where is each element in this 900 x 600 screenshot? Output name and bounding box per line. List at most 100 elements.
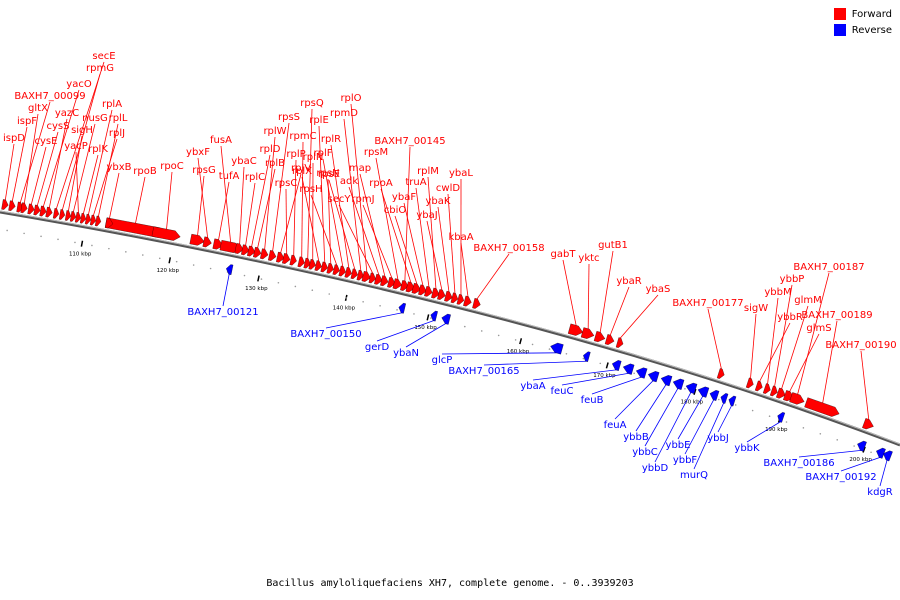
ruler-tick-mark bbox=[168, 257, 172, 264]
gene-label-rpsQ: rpsQ bbox=[300, 98, 324, 109]
gene-arrow-yacO bbox=[39, 205, 47, 217]
label-leader-line bbox=[23, 113, 39, 204]
gene-label-secY: secY bbox=[328, 194, 352, 205]
ruler-minor-dot bbox=[57, 238, 59, 241]
gene-arrow-map bbox=[380, 275, 389, 287]
gene-arrow-rplL bbox=[94, 215, 102, 227]
label-leader-line bbox=[707, 308, 722, 370]
ruler-tick-label: 190 kbp bbox=[765, 427, 788, 433]
gene-label-BAXH7_00177: BAXH7_00177 bbox=[672, 298, 743, 309]
ruler-minor-dot bbox=[497, 334, 500, 337]
ruler-minor-dot bbox=[802, 427, 805, 429]
label-leader-line bbox=[264, 136, 276, 250]
gene-arrow-glmM bbox=[776, 387, 786, 399]
ruler-tick-label: 180 kbp bbox=[681, 399, 704, 405]
ruler-minor-dot bbox=[108, 247, 110, 250]
gene-arrow-rplJ bbox=[89, 214, 97, 226]
ruler-minor-dot bbox=[345, 297, 347, 299]
label-leader-line bbox=[441, 352, 557, 355]
ruler-minor-dot bbox=[633, 372, 635, 375]
ruler-tick-mark bbox=[519, 338, 523, 345]
forward-swatch bbox=[833, 8, 846, 20]
legend-forward-label: Forward bbox=[851, 8, 892, 20]
label-leader-line bbox=[197, 157, 208, 238]
gene-label-BAXH7_00187: BAXH7_00187 bbox=[793, 262, 864, 273]
label-leader-line bbox=[460, 242, 469, 297]
gene-label-rpsH: rpsH bbox=[299, 184, 322, 195]
ruler-minor-dot bbox=[91, 244, 93, 247]
gene-label-ybaF: ybaF bbox=[392, 192, 416, 203]
label-leader-line bbox=[350, 103, 368, 273]
label-leader-line bbox=[83, 154, 99, 214]
gene-arrow-rpsC bbox=[282, 253, 291, 264]
gene-arrow-rpsG bbox=[189, 233, 205, 246]
gene-label-rpmJ: rpmJ bbox=[351, 194, 374, 205]
label-leader-line bbox=[562, 259, 577, 326]
gene-arrow-kbaA bbox=[463, 295, 472, 307]
gene-label-rpoB: rpoB bbox=[133, 166, 157, 177]
label-leader-line bbox=[109, 172, 120, 219]
gene-arrow-sigH bbox=[64, 210, 72, 221]
ruler-minor-dot bbox=[362, 300, 364, 303]
gene-label-gabT: gabT bbox=[551, 249, 577, 260]
gene-label-feuA: feuA bbox=[604, 420, 627, 431]
label-leader-line bbox=[483, 360, 587, 366]
label-leader-line bbox=[437, 206, 450, 292]
label-leader-line bbox=[376, 320, 434, 342]
gene-label-tufA: tufA bbox=[219, 171, 240, 182]
label-leader-line bbox=[532, 369, 617, 381]
gene-arrow-rpsS bbox=[268, 250, 277, 261]
ruler-minor-dot bbox=[209, 267, 212, 270]
label-leader-line bbox=[19, 101, 51, 203]
label-leader-line bbox=[693, 402, 725, 470]
label-leader-line bbox=[197, 175, 205, 236]
gene-label-gltX: gltX bbox=[28, 103, 48, 114]
gene-arrow-rplK bbox=[79, 213, 87, 224]
label-leader-line bbox=[68, 135, 83, 211]
gene-arrow-rpsN bbox=[326, 263, 334, 274]
label-leader-line bbox=[343, 118, 362, 271]
gene-arrow-BAXH7_00121 bbox=[226, 264, 234, 275]
gene-label-glmS: glmS bbox=[806, 323, 831, 334]
gene-label-ybbK: ybbK bbox=[734, 443, 760, 454]
gene-arrow-rplV bbox=[276, 251, 285, 263]
gene-arrow-feuC bbox=[622, 363, 635, 375]
gene-label-glcP: glcP bbox=[432, 355, 453, 366]
label-leader-line bbox=[56, 61, 105, 209]
ruler-minor-dot bbox=[463, 325, 466, 328]
legend-reverse: Reverse bbox=[833, 24, 892, 36]
ruler-minor-dot bbox=[379, 304, 381, 307]
gene-arrow-gabT bbox=[567, 323, 584, 336]
gene-label-rpsN: rpsN bbox=[316, 168, 339, 179]
gene-arrow-ybaC bbox=[234, 243, 244, 254]
label-leader-line bbox=[318, 125, 326, 263]
ruler-minor-dot bbox=[751, 409, 754, 412]
label-leader-line bbox=[75, 151, 79, 213]
label-leader-line bbox=[394, 215, 418, 285]
ruler-minor-dot bbox=[74, 241, 76, 244]
label-leader-line bbox=[789, 333, 820, 392]
label-leader-line bbox=[48, 118, 68, 208]
gene-arrow-ybaF bbox=[418, 284, 427, 296]
gene-label-ybbC: ybbC bbox=[632, 447, 658, 458]
ruler-minor-dot bbox=[819, 432, 822, 435]
gene-arrow-yktc bbox=[580, 327, 595, 339]
gene-arrow-rplM bbox=[431, 287, 440, 299]
gene-label-rplO: rplO bbox=[340, 93, 361, 104]
gene-label-yazC: yazC bbox=[55, 108, 79, 119]
gene-arrow-cwlD bbox=[450, 292, 459, 304]
gene-arrow-cbiO bbox=[411, 282, 422, 294]
gene-label-yktc: yktc bbox=[578, 253, 599, 264]
gene-arrow-gutB1 bbox=[593, 331, 606, 343]
gene-arrow-rpmG bbox=[58, 209, 66, 220]
label-leader-line bbox=[797, 272, 830, 395]
label-leader-line bbox=[759, 322, 791, 382]
ruler-tick-label: 150 kbp bbox=[414, 325, 437, 331]
gene-arrow-BAXH7_00187 bbox=[789, 392, 805, 405]
gene-arrow-ybaR bbox=[604, 334, 615, 345]
ruler-minor-dot bbox=[684, 387, 686, 390]
gene-label-rpsM: rpsM bbox=[364, 147, 388, 158]
ruler-tick-mark bbox=[80, 240, 84, 247]
ruler-minor-dot bbox=[853, 445, 855, 447]
